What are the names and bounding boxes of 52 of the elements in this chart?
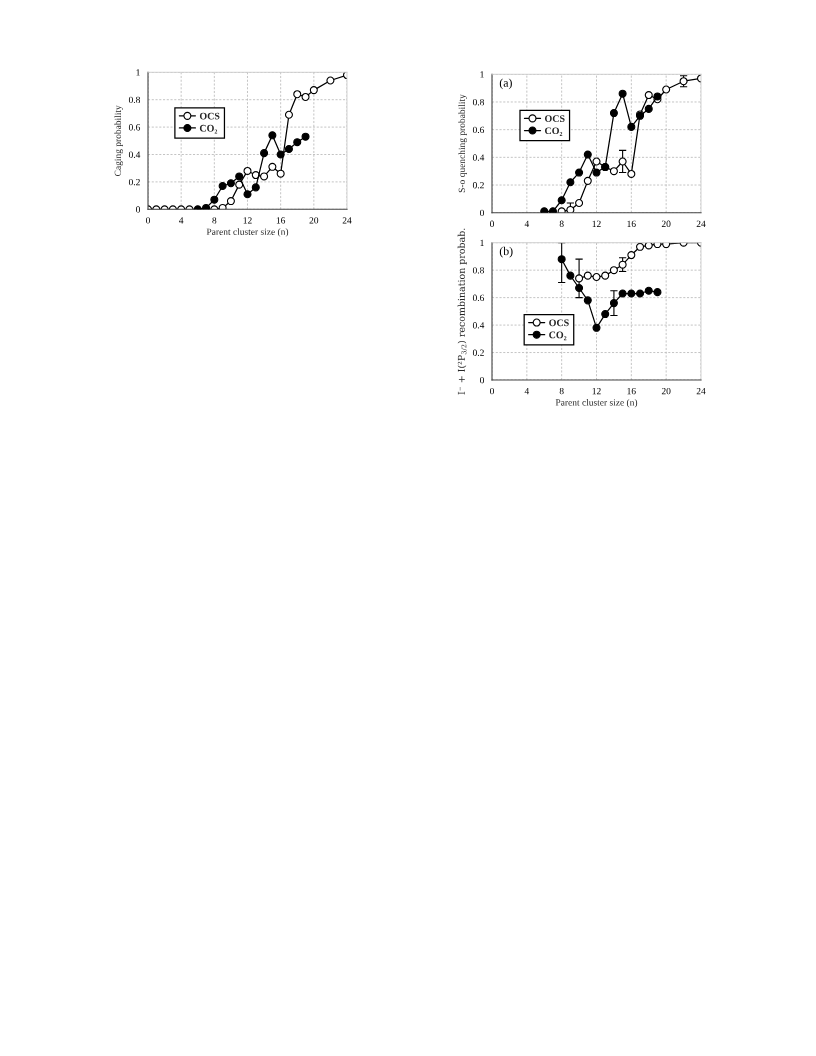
- y-tick-label: 0: [480, 209, 484, 217]
- x-tick-label: 24: [696, 387, 706, 395]
- x-tick-label: 0: [490, 220, 494, 227]
- x-tick-label: 4: [524, 387, 530, 395]
- y-tick-label: 0.6: [472, 294, 485, 302]
- y-tick-label: 0.8: [128, 96, 140, 104]
- x-tick-label: 8: [212, 217, 217, 224]
- y-tick-label: 1: [480, 71, 484, 78]
- x-tick-label: 4: [178, 217, 184, 224]
- legend-label: CO₂: [549, 331, 567, 341]
- legend-label: OCS: [544, 115, 565, 122]
- y-tick-label: 0: [480, 377, 484, 384]
- y-axis-title: I⁻ + I(²P$_{3/2}$) recombination probab.: [457, 228, 467, 395]
- x-tick-label: 4: [524, 220, 530, 227]
- x-tick-label: 12: [592, 387, 601, 395]
- x-tick-label: 24: [696, 220, 706, 227]
- x-axis-title: Parent cluster size (n): [206, 228, 289, 237]
- y-axis-title: Caging probability: [114, 105, 123, 176]
- x-tick-label: 20: [661, 387, 671, 395]
- x-tick-label: 20: [309, 217, 319, 224]
- y-tick-label: 0.2: [128, 178, 140, 186]
- x-tick-label: 16: [627, 220, 636, 227]
- legend-label: OCS: [549, 319, 569, 327]
- legend-label: CO₂: [544, 127, 563, 136]
- x-axis-title: Parent cluster size (n): [555, 398, 638, 408]
- x-tick-label: 8: [559, 387, 564, 395]
- y-tick-label: 0.6: [128, 124, 141, 131]
- x-tick-label: 0: [490, 387, 494, 395]
- x-tick-label: 0: [146, 217, 150, 224]
- x-tick-label: 20: [661, 220, 671, 227]
- y-tick-label: 0.2: [472, 182, 484, 189]
- x-tick-label: 12: [243, 217, 252, 224]
- y-tick-label: 0.8: [472, 98, 484, 106]
- y-tick-label: 0.4: [128, 151, 141, 158]
- y-axis-title: S-o quenching probability: [458, 94, 467, 193]
- legend-label: OCS: [199, 112, 220, 120]
- y-tick-label: 0.4: [472, 322, 485, 329]
- y-tick-label: 1: [136, 69, 140, 76]
- annotation: (b): [499, 246, 513, 258]
- x-tick-label: 12: [592, 220, 601, 227]
- y-tick-label: 1: [480, 239, 484, 246]
- y-tick-label: 0.4: [472, 154, 485, 161]
- annotation: (a): [499, 78, 512, 90]
- x-tick-label: 16: [276, 217, 286, 224]
- x-tick-label: 24: [342, 217, 352, 224]
- legend-label: CO₂: [199, 124, 218, 134]
- y-tick-label: 0.6: [472, 126, 485, 134]
- x-tick-label: 16: [627, 387, 636, 395]
- y-tick-label: 0.8: [472, 267, 484, 274]
- y-tick-label: 0.2: [472, 349, 484, 356]
- x-tick-label: 8: [559, 220, 564, 227]
- y-tick-label: 0: [136, 206, 140, 213]
